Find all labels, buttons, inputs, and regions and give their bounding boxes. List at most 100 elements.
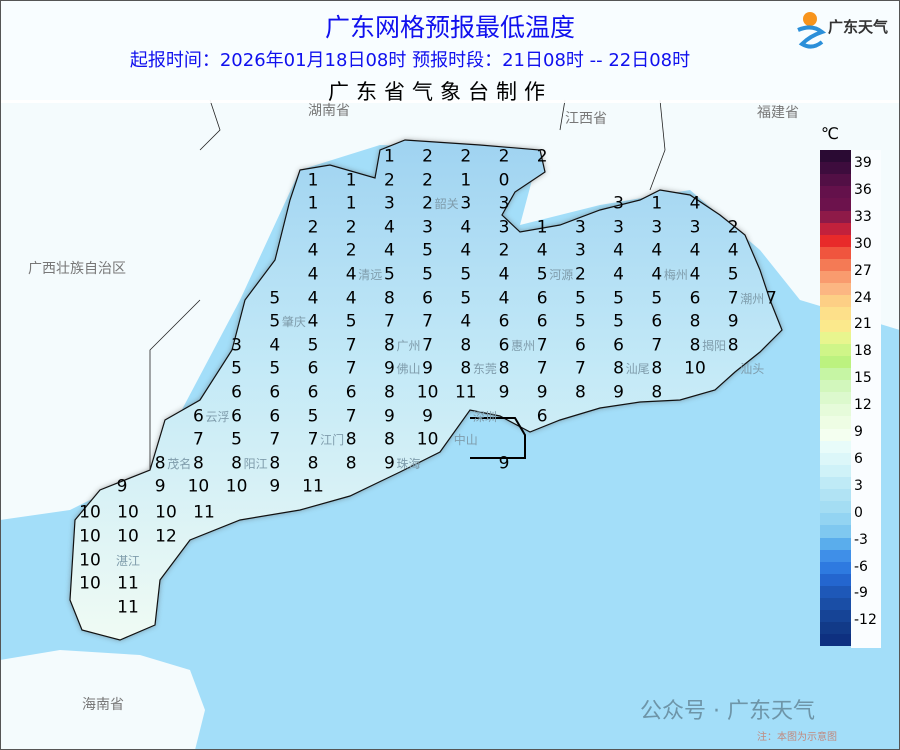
grid-temperature-value: 7 [345, 406, 357, 427]
grid-temperature-value: 5 [307, 406, 319, 427]
grid-temperature-value: 6 [536, 311, 548, 332]
grid-temperature-value: 8 [269, 453, 281, 474]
legend-tick-label: -9 [854, 585, 868, 602]
legend-tick-label: 36 [854, 181, 872, 198]
grid-temperature-value: 1 [460, 170, 472, 191]
legend-color-step [820, 174, 851, 187]
grid-temperature-value: 4 [307, 264, 319, 285]
legend-color-step [820, 380, 851, 393]
city-label: 揭阳 [702, 338, 727, 353]
grid-temperature-value: 6 [307, 358, 319, 379]
grid-temperature-value: 5 [574, 288, 586, 309]
grid-temperature-value: 2 [422, 170, 434, 191]
grid-temperature-value: 5 [460, 264, 472, 285]
legend-tick-background [851, 150, 881, 648]
grid-temperature-value: 1 [345, 193, 357, 214]
legend-color-step [820, 234, 851, 247]
grid-temperature-value: 3 [613, 217, 625, 238]
legend-color-step [820, 549, 851, 562]
forecast-time-subtitle: 起报时间：2026年01月18日08时 预报时段：21日08时 -- 22日08… [129, 50, 691, 71]
surrounding-land [0, 100, 900, 520]
grid-temperature-value: 5 [574, 311, 586, 332]
grid-temperature-value: 5 [307, 335, 319, 356]
grid-temperature-value: 0 [498, 170, 510, 191]
grid-temperature-value: 7 [383, 311, 395, 332]
grid-temperature-value: 11 [193, 502, 215, 523]
grid-temperature-value: 10 [79, 550, 101, 571]
grid-temperature-value: 9 [269, 476, 281, 497]
legend-tick-label: 15 [854, 370, 872, 387]
producer-label: 广东省气象台制作 [328, 80, 552, 104]
grid-temperature-value: 8 [574, 382, 586, 403]
legend-color-step [820, 392, 851, 405]
legend-tick-label: -12 [854, 612, 877, 629]
grid-temperature-value: 3 [574, 240, 586, 261]
grid-temperature-value: 7 [345, 358, 357, 379]
grid-temperature-value: 10 [79, 573, 101, 594]
city-label: 云浮 [205, 409, 230, 424]
grid-temperature-value: 7 [422, 311, 434, 332]
city-label: 湛江 [115, 553, 141, 568]
legend-color-step [820, 367, 851, 381]
legend-tick-label: 33 [854, 208, 872, 225]
grid-temperature-value: 2 [383, 170, 395, 191]
legend-color-step [820, 162, 851, 175]
grid-temperature-value: 5 [269, 311, 281, 332]
grid-temperature-value: 3 [460, 193, 472, 214]
grid-temperature-value: 5 [460, 288, 472, 309]
grid-temperature-value: 6 [536, 288, 548, 309]
grid-temperature-value: 10 [117, 526, 139, 547]
legend-color-step [820, 525, 851, 538]
grid-temperature-value: 8 [460, 358, 472, 379]
city-label: 茂名 [167, 456, 192, 471]
grid-temperature-value: 5 [422, 264, 434, 285]
grid-temperature-value: 4 [345, 288, 357, 309]
grid-temperature-value: 3 [231, 335, 243, 356]
grid-temperature-value: 8 [307, 453, 319, 474]
grid-temperature-value: 10 [225, 476, 248, 497]
schematic-note: 注：本图为示意图 [757, 732, 837, 743]
grid-temperature-value: 9 [383, 453, 395, 474]
legend-tick-label: 6 [854, 450, 863, 467]
city-label: 韶关 [434, 197, 459, 212]
grid-temperature-value: 8 [727, 335, 739, 356]
grid-temperature-value: 4 [460, 311, 472, 332]
grid-temperature-value: 12 [155, 526, 177, 547]
legend-color-step [820, 246, 851, 259]
grid-temperature-value: 4 [689, 240, 701, 261]
grid-temperature-value: 2 [460, 146, 472, 167]
grid-temperature-value: 1 [307, 170, 319, 191]
grid-temperature-value: 11 [302, 476, 324, 497]
legend-color-step [820, 258, 851, 272]
grid-temperature-value: 7 [422, 335, 434, 356]
grid-temperature-value: 8 [383, 382, 395, 403]
grid-temperature-value: 4 [460, 217, 472, 238]
grid-temperature-value: 4 [269, 335, 281, 356]
grid-temperature-value: 5 [651, 288, 663, 309]
wechat-watermark: 公众号 · 广东天气 [640, 699, 815, 724]
grid-temperature-value: 7 [574, 358, 586, 379]
grid-temperature-value: 10 [155, 502, 177, 523]
legend-tick-label: 27 [854, 262, 872, 279]
legend-color-step [820, 610, 851, 623]
legend-color-step [820, 585, 851, 599]
grid-temperature-value: 3 [651, 217, 663, 238]
legend-tick-label: 24 [854, 289, 872, 306]
hainan-land [0, 650, 205, 750]
grid-temperature-value: 6 [498, 335, 510, 356]
grid-temperature-value: 4 [498, 288, 510, 309]
grid-temperature-value: 4 [613, 264, 625, 285]
city-label: 阳江 [243, 456, 268, 471]
grid-temperature-value: 3 [422, 217, 434, 238]
legend-tick-label: 9 [854, 424, 863, 440]
grid-temperature-value: 2 [498, 146, 510, 167]
legend-tick-label: 21 [854, 316, 872, 333]
grid-temperature-value: 5 [383, 264, 395, 285]
grid-temperature-value: 3 [383, 193, 395, 214]
legend-color-step [820, 198, 851, 211]
grid-temperature-value: 5 [269, 358, 281, 379]
grid-temperature-value: 7 [307, 429, 319, 450]
grid-temperature-value: 9 [422, 406, 434, 427]
legend-color-step [820, 319, 851, 332]
legend-color-step [820, 476, 851, 490]
